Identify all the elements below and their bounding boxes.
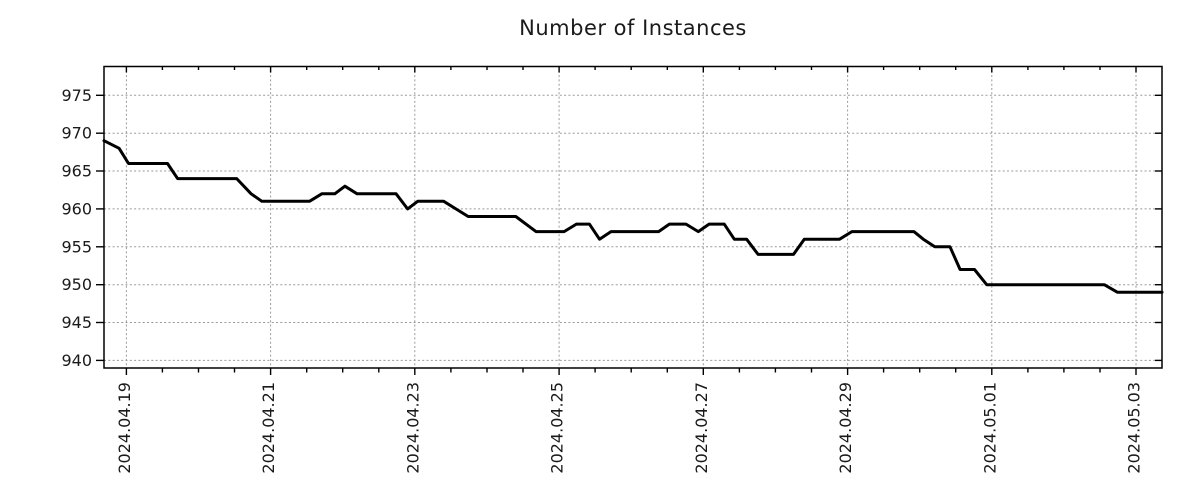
x-tick-label: 2024.05.01 — [980, 382, 999, 474]
y-tick-label: 965 — [61, 162, 92, 181]
x-tick-label: 2024.04.23 — [403, 382, 422, 474]
y-tick-label: 940 — [61, 351, 92, 370]
plot-border — [103, 65, 1163, 369]
x-tick-label: 2024.04.19 — [115, 382, 134, 474]
instances-line — [102, 139, 1164, 294]
x-tick-label: 2024.04.27 — [692, 382, 711, 474]
x-tick-label: 2024.04.29 — [836, 382, 855, 474]
y-tick-label: 970 — [61, 124, 92, 143]
y-tick-label: 950 — [61, 275, 92, 294]
y-tick-label: 955 — [61, 237, 92, 256]
x-tick-label: 2024.04.25 — [548, 382, 567, 474]
chart-title: Number of Instances — [519, 16, 747, 40]
y-tick-label: 960 — [61, 199, 92, 218]
x-tick-label: 2024.05.03 — [1125, 382, 1144, 474]
x-tick-label: 2024.04.21 — [259, 382, 278, 474]
y-tick-label: 975 — [61, 86, 92, 105]
y-tick-label: 945 — [61, 313, 92, 332]
